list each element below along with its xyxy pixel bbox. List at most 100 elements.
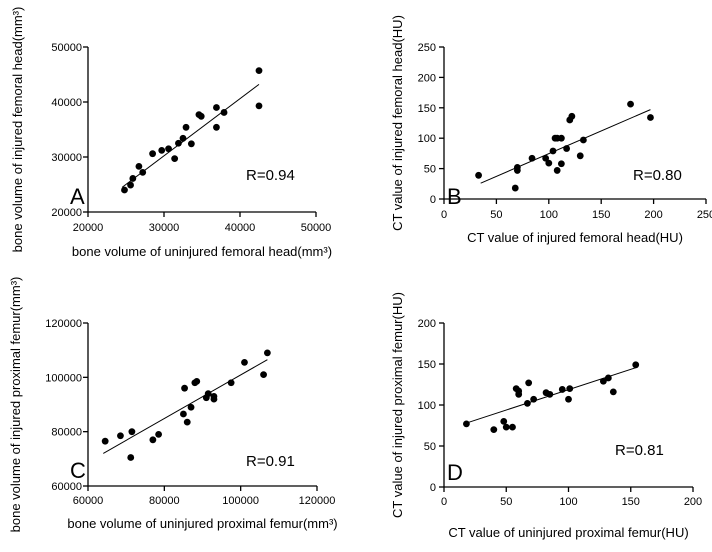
data-point <box>117 432 124 440</box>
x-tick-label: 30000 <box>149 222 180 234</box>
y-tick-label: 40000 <box>51 97 82 109</box>
data-point <box>128 428 136 436</box>
panel-a: 20000 30000 40000 50000 20000 30000 40000 50000… <box>10 7 332 259</box>
data-point <box>568 112 576 120</box>
data-point <box>135 162 143 170</box>
data-point <box>129 175 137 182</box>
y-axis-title: bone volume of injured femoral head(mm³) <box>10 7 25 253</box>
y-tick-label: 20000 <box>51 207 82 219</box>
data-point <box>255 67 263 75</box>
data-point <box>179 134 187 142</box>
data-point <box>210 395 218 403</box>
y-tick-label: 200 <box>418 318 436 330</box>
y-axis-title: CT value of injured proximal femur(HU) <box>390 292 405 518</box>
data-point <box>139 169 147 176</box>
y-tick-label: 150 <box>418 103 436 115</box>
x-tick-label: 0 <box>441 209 447 221</box>
data-point <box>530 395 538 403</box>
y-tick-label: 100000 <box>45 372 82 384</box>
data-point <box>528 154 536 162</box>
data-point <box>558 386 566 393</box>
data-point <box>525 379 533 387</box>
x-tick-label: 150 <box>622 496 640 508</box>
data-point <box>632 361 640 369</box>
panel-d: 0 50 100 150 200 0 50 100 150 200 CT value of unin… <box>390 292 702 540</box>
x-tick-label: 250 <box>697 209 712 221</box>
data-point <box>565 395 572 403</box>
y-axis-title: CT value of injured femoral head(HU) <box>390 15 405 231</box>
data-point <box>149 150 157 158</box>
data-point <box>553 167 561 174</box>
y-tick-label: 50 <box>424 164 436 176</box>
x-tick-label: 100 <box>559 496 577 508</box>
y-tick-label: 30000 <box>51 152 82 164</box>
x-tick-label: 40000 <box>225 222 256 234</box>
data-point <box>546 390 554 398</box>
correlation-label: R=0.91 <box>246 453 295 470</box>
data-point <box>149 436 157 444</box>
y-tick-label: 0 <box>430 482 436 494</box>
data-point <box>545 159 553 167</box>
data-point <box>599 377 607 385</box>
data-point <box>515 387 523 395</box>
data-point <box>463 420 470 428</box>
x-tick-label: 80000 <box>149 495 180 507</box>
y-tick-label: 120000 <box>45 318 82 330</box>
data-point <box>158 147 166 154</box>
x-tick-label: 200 <box>684 496 702 508</box>
panel-letter: B <box>447 184 462 209</box>
data-point <box>182 123 190 131</box>
data-point <box>604 374 612 382</box>
y-tick-label: 0 <box>430 194 436 206</box>
x-axis-title: bone volume of uninjured proximal femur(… <box>67 516 337 531</box>
data-point <box>227 379 235 387</box>
y-tick-label: 50000 <box>51 42 82 54</box>
y-tick-label: 80000 <box>51 427 82 439</box>
data-point <box>542 154 550 162</box>
panel-letter: D <box>447 460 463 485</box>
data-point <box>241 358 248 366</box>
data-point <box>260 371 267 379</box>
y-tick-label: 60000 <box>51 481 82 493</box>
x-tick-label: 0 <box>441 496 447 508</box>
data-point <box>204 390 212 398</box>
data-point <box>213 104 220 111</box>
x-tick-label: 50000 <box>301 222 332 234</box>
x-axis-title: CT value of injured femoral head(HU) <box>467 230 683 245</box>
data-point <box>513 163 521 171</box>
regression-line <box>103 359 268 454</box>
x-tick-label: 200 <box>644 209 662 221</box>
data-point <box>566 385 574 392</box>
data-point <box>193 378 201 385</box>
y-tick-label: 250 <box>418 42 436 54</box>
x-tick-label: 120000 <box>299 495 336 507</box>
correlation-label: R=0.80 <box>633 167 682 184</box>
correlation-label: R=0.94 <box>246 167 295 184</box>
y-tick-label: 150 <box>418 359 436 371</box>
x-tick-label: 50 <box>490 209 502 221</box>
x-tick-label: 50 <box>500 496 512 508</box>
x-tick-label: 20000 <box>73 222 104 234</box>
data-point <box>263 349 271 357</box>
data-point <box>549 147 557 155</box>
panel-b: 0 50 100 150 200 250 0 50 100 150 200 250 CT value o… <box>390 15 712 245</box>
data-point <box>557 160 565 168</box>
panel-letter: C <box>70 458 86 483</box>
y-axis-title: bone volume of injured proximal femur(mm… <box>8 277 23 533</box>
data-point <box>563 145 571 152</box>
data-point <box>647 114 654 121</box>
data-point <box>187 403 195 411</box>
data-point <box>155 430 163 438</box>
data-point <box>255 102 263 110</box>
data-point <box>502 423 510 431</box>
x-tick-label: 150 <box>592 209 610 221</box>
data-point <box>187 140 195 148</box>
data-point <box>490 426 498 433</box>
data-point <box>576 152 584 160</box>
x-tick-label: 100000 <box>222 495 259 507</box>
data-point <box>475 171 482 179</box>
data-point <box>609 388 617 396</box>
data-point <box>557 134 565 142</box>
data-point <box>183 418 191 426</box>
